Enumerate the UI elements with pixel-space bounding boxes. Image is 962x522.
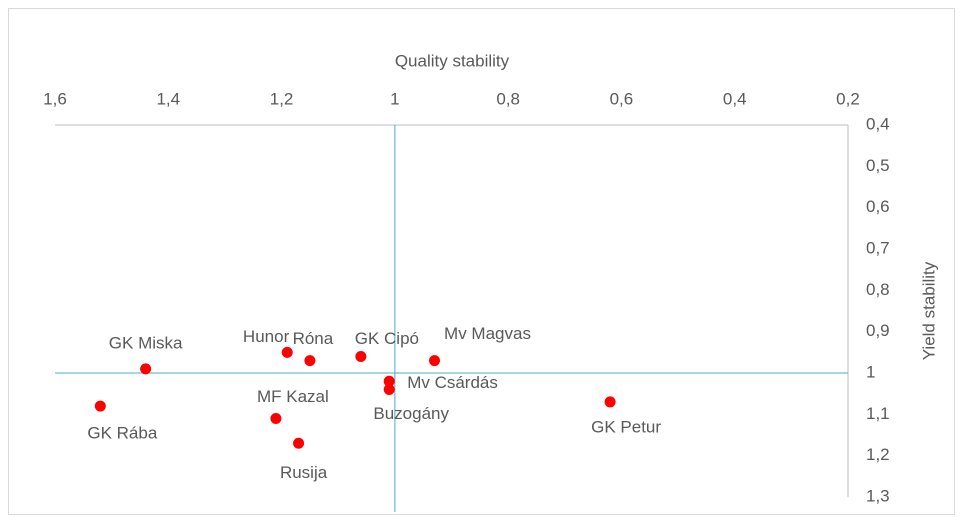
- point: [383, 384, 395, 396]
- x-tick-label: 0,2: [836, 89, 860, 108]
- y-tick-label: 0,6: [866, 197, 890, 216]
- point-label: Buzogány: [373, 404, 449, 423]
- point-label: GK Rába: [87, 424, 157, 443]
- point: [281, 346, 293, 358]
- point-label: Mv Csárdás: [407, 373, 498, 392]
- point-label: Hunor: [243, 327, 290, 346]
- point-label: Rusija: [280, 463, 328, 482]
- y-tick-label: 1: [866, 362, 875, 381]
- x-tick-label: 0,8: [496, 89, 520, 108]
- x-tick-label: 0,6: [610, 89, 634, 108]
- point-label: MF Kazal: [257, 387, 329, 406]
- point: [355, 350, 367, 362]
- point: [383, 375, 395, 387]
- y-tick-label: 0,9: [866, 321, 890, 340]
- point: [293, 437, 305, 449]
- point: [270, 412, 282, 424]
- y-tick-label: 0,8: [866, 280, 890, 299]
- x-tick-label: 1,2: [270, 89, 294, 108]
- point: [604, 396, 616, 408]
- point: [304, 355, 316, 367]
- point-label: GK Petur: [591, 417, 661, 436]
- y-axis-title: Yield stability: [919, 261, 938, 360]
- y-tick-label: 0,5: [866, 156, 890, 175]
- y-tick-label: 0,7: [866, 238, 890, 257]
- x-tick-label: 1: [390, 89, 399, 108]
- y-tick-label: 0,4: [866, 114, 890, 133]
- x-tick-label: 0,4: [723, 89, 747, 108]
- y-tick-label: 1,1: [866, 404, 890, 423]
- point-label: Róna: [293, 329, 334, 348]
- point-label: GK Miska: [109, 333, 183, 352]
- chart-border: [8, 8, 955, 515]
- point: [94, 400, 106, 412]
- y-tick-label: 1,2: [866, 445, 890, 464]
- point-label: GK Cipó: [355, 329, 419, 348]
- y-tick-label: 1,3: [866, 486, 890, 505]
- x-tick-label: 1,6: [43, 89, 67, 108]
- x-tick-label: 1,4: [156, 89, 180, 108]
- point-label: Mv Magvas: [444, 324, 531, 343]
- point: [140, 363, 152, 375]
- x-axis-title: Quality stability: [395, 51, 510, 70]
- point: [429, 355, 441, 367]
